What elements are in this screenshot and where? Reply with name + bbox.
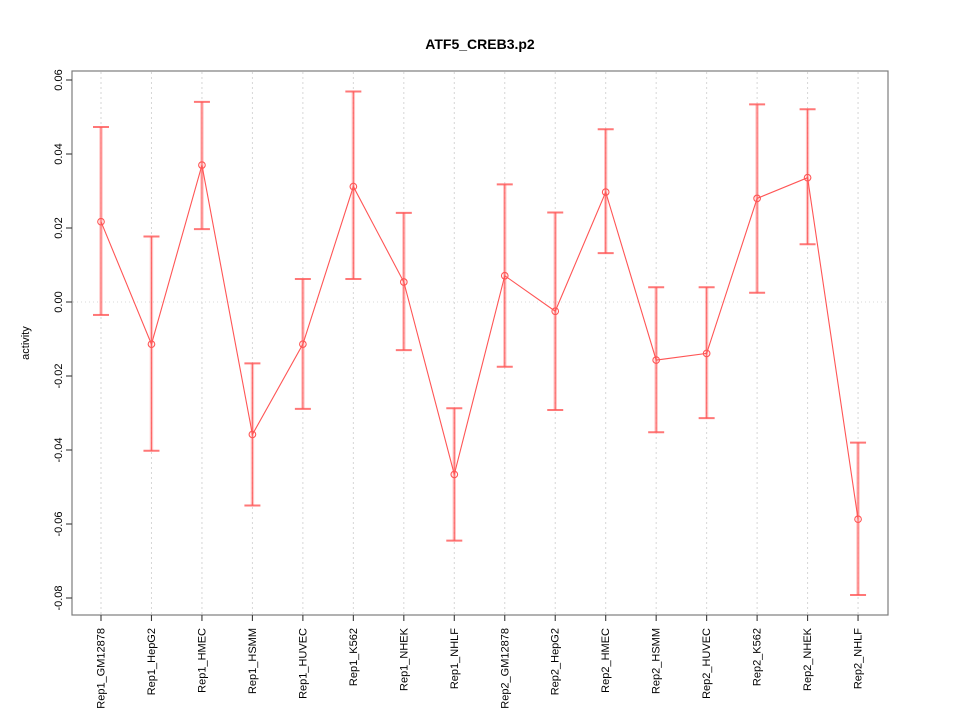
y-tick-label: 0.02 <box>53 217 65 238</box>
data-point <box>702 349 711 358</box>
x-tick-label: Rep2_GM12878 <box>499 628 511 709</box>
data-point <box>551 307 560 316</box>
chart-title: ATF5_CREB3.p2 <box>425 36 535 52</box>
data-point <box>652 356 661 364</box>
y-tick-label: 0.06 <box>53 69 65 90</box>
y-tick-label: 0.04 <box>53 143 65 164</box>
data-point <box>854 515 862 524</box>
data-point <box>248 430 257 439</box>
x-tick-label: Rep2_HSMM <box>651 628 663 694</box>
data-point <box>147 340 156 349</box>
y-tick-label: -0.06 <box>53 511 65 536</box>
x-tick-label: Rep1_HUVEC <box>297 628 309 699</box>
y-tick-label: -0.04 <box>53 437 65 462</box>
x-tick-label: Rep2_NHLF <box>853 628 865 689</box>
x-tick-label: Rep1_HepG2 <box>146 628 158 695</box>
data-point <box>198 161 206 169</box>
data-point <box>97 217 105 226</box>
x-tick-label: Rep2_HepG2 <box>550 628 562 695</box>
data-point <box>299 340 307 349</box>
data-point <box>500 271 509 280</box>
x-tick-label: Rep2_NHEK <box>802 627 814 691</box>
data-point <box>399 278 408 286</box>
x-tick-label: Rep1_HMEC <box>196 628 208 693</box>
x-tick-label: Rep1_GM12878 <box>96 628 108 709</box>
y-tick-label: -0.08 <box>53 585 65 610</box>
data-point <box>753 194 761 203</box>
x-tick-label: Rep2_K562 <box>752 628 764 686</box>
x-tick-label: Rep1_K562 <box>348 628 360 686</box>
x-tick-label: Rep1_NHLF <box>449 628 461 689</box>
x-tick-label: Rep2_HUVEC <box>701 628 713 699</box>
series-line <box>100 164 859 520</box>
data-point <box>450 470 459 479</box>
plot-box <box>71 70 889 616</box>
y-tick-label: 0.00 <box>53 291 65 312</box>
data-point <box>601 188 610 196</box>
x-tick-label: Rep2_HMEC <box>600 628 612 693</box>
x-tick-label: Rep1_HSMM <box>247 628 259 694</box>
data-point <box>349 182 358 191</box>
data-point <box>803 173 812 182</box>
y-tick-label: -0.02 <box>53 363 65 388</box>
x-tick-label: Rep1_NHEK <box>398 627 410 691</box>
